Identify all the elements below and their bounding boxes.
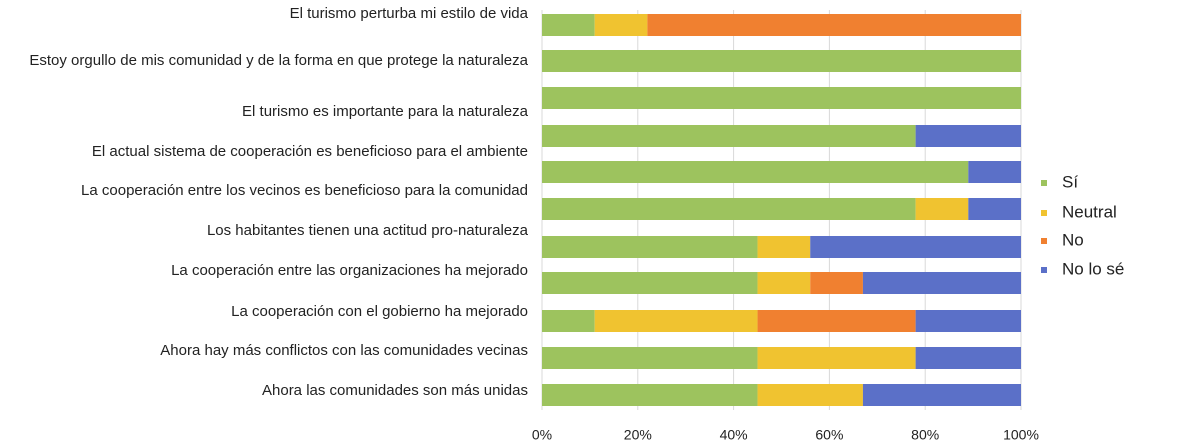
bar-segment bbox=[810, 272, 863, 294]
x-tick-label: 100% bbox=[1003, 427, 1039, 443]
category-label: El turismo es importante para la natural… bbox=[242, 103, 528, 120]
x-tick-label: 20% bbox=[624, 427, 652, 443]
bar-segment bbox=[915, 347, 1021, 369]
bar-segment bbox=[542, 161, 969, 183]
bar-segment bbox=[542, 347, 758, 369]
bar-segment bbox=[862, 272, 1021, 294]
x-tick-label: 80% bbox=[911, 427, 939, 443]
category-label: La cooperación entre las organizaciones … bbox=[171, 262, 528, 279]
bar-segment bbox=[757, 384, 863, 406]
bar-segment bbox=[542, 236, 758, 258]
bar-segment bbox=[968, 198, 1021, 220]
bar-segment bbox=[542, 125, 916, 147]
legend-label: No lo sé bbox=[1062, 259, 1124, 278]
x-tick-label: 60% bbox=[815, 427, 843, 443]
bar-segment bbox=[862, 384, 1021, 406]
bar-segment bbox=[757, 310, 916, 332]
bar-segment bbox=[542, 87, 1021, 109]
bar-segment bbox=[542, 50, 1021, 72]
bar-segment bbox=[542, 272, 758, 294]
category-label: Estoy orgullo de mis comunidad y de la f… bbox=[29, 52, 528, 69]
x-tick-label: 0% bbox=[532, 427, 552, 443]
bar-segment bbox=[542, 198, 916, 220]
bar-segment bbox=[915, 125, 1021, 147]
legend-marker bbox=[1041, 267, 1047, 273]
bar-segment bbox=[757, 272, 811, 294]
category-label: El actual sistema de cooperación es bene… bbox=[91, 143, 528, 160]
bar-segment bbox=[810, 236, 1021, 258]
category-label: Ahora hay más conflictos con las comunid… bbox=[160, 342, 528, 359]
bar-segment bbox=[542, 14, 595, 36]
bar-segment bbox=[757, 236, 811, 258]
legend-label: Sí bbox=[1062, 172, 1078, 191]
bar-segment bbox=[915, 198, 969, 220]
bar-segment bbox=[594, 310, 758, 332]
bar-segment bbox=[542, 384, 758, 406]
bar-segment bbox=[757, 347, 916, 369]
bar-segment bbox=[594, 14, 648, 36]
category-label: La cooperación con el gobierno ha mejora… bbox=[231, 303, 528, 320]
legend-marker bbox=[1041, 210, 1047, 216]
legend-marker bbox=[1041, 180, 1047, 186]
category-label: La cooperación entre los vecinos es bene… bbox=[81, 182, 528, 199]
category-label: El turismo perturba mi estilo de vida bbox=[289, 5, 528, 22]
category-label: Ahora las comunidades son más unidas bbox=[262, 382, 528, 399]
bar-segment bbox=[915, 310, 1021, 332]
legend-label: Neutral bbox=[1062, 202, 1117, 221]
legend-marker bbox=[1041, 238, 1047, 244]
bar-segment bbox=[968, 161, 1021, 183]
bar-segment bbox=[542, 310, 595, 332]
legend-label: No bbox=[1062, 230, 1084, 249]
category-label: Los habitantes tienen una actitud pro-na… bbox=[206, 222, 528, 239]
x-tick-label: 40% bbox=[720, 427, 748, 443]
bar-segment bbox=[647, 14, 1021, 36]
